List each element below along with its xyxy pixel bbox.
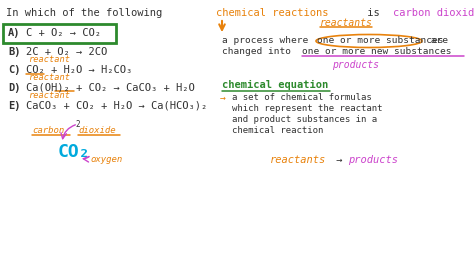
Text: CO₂ + H₂O → H₂CO₃: CO₂ + H₂O → H₂CO₃ bbox=[26, 65, 132, 75]
Text: CO₂: CO₂ bbox=[58, 143, 91, 161]
Text: A): A) bbox=[8, 28, 20, 38]
Text: products: products bbox=[348, 155, 398, 165]
Text: CaCO₃ + CO₂ + H₂O → Ca(HCO₃)₂: CaCO₃ + CO₂ + H₂O → Ca(HCO₃)₂ bbox=[26, 101, 207, 111]
Text: D): D) bbox=[8, 83, 20, 93]
Text: C + O₂ → CO₂: C + O₂ → CO₂ bbox=[26, 28, 101, 38]
Text: and product substances in a: and product substances in a bbox=[232, 115, 377, 124]
Text: reactant: reactant bbox=[28, 73, 70, 82]
Text: E): E) bbox=[8, 101, 20, 111]
Text: a set of chemical formulas: a set of chemical formulas bbox=[232, 93, 372, 102]
Text: one or more substances: one or more substances bbox=[317, 36, 444, 45]
Text: products: products bbox=[332, 60, 379, 70]
Text: are: are bbox=[425, 36, 448, 45]
Text: a process where: a process where bbox=[222, 36, 314, 45]
Text: dioxide: dioxide bbox=[78, 126, 116, 135]
Text: carbon: carbon bbox=[32, 126, 64, 135]
Text: chemical reaction: chemical reaction bbox=[232, 126, 323, 135]
Text: reactants: reactants bbox=[270, 155, 326, 165]
Text: reactant: reactant bbox=[28, 55, 70, 64]
Text: 2C + O₂ → 2CO: 2C + O₂ → 2CO bbox=[26, 47, 107, 57]
Text: →: → bbox=[220, 93, 226, 103]
Text: changed into: changed into bbox=[222, 47, 297, 56]
Text: oxygen: oxygen bbox=[90, 155, 122, 164]
Text: chemical reactions: chemical reactions bbox=[216, 8, 328, 18]
Text: 2: 2 bbox=[75, 120, 80, 129]
Text: B): B) bbox=[8, 47, 20, 57]
Text: is: is bbox=[361, 8, 386, 18]
Text: reactants: reactants bbox=[320, 18, 373, 28]
Text: carbon dioxide: carbon dioxide bbox=[393, 8, 474, 18]
Text: →: → bbox=[330, 155, 349, 165]
Text: chemical equation: chemical equation bbox=[222, 80, 328, 90]
Text: C): C) bbox=[8, 65, 20, 75]
Text: one or more new substances: one or more new substances bbox=[302, 47, 452, 56]
Text: which represent the reactant: which represent the reactant bbox=[232, 104, 383, 113]
Text: In which of the following: In which of the following bbox=[6, 8, 168, 18]
Text: Ca(OH)₂ + CO₂ → CaCO₃ + H₂O: Ca(OH)₂ + CO₂ → CaCO₃ + H₂O bbox=[26, 83, 195, 93]
Text: reactant: reactant bbox=[28, 91, 70, 100]
